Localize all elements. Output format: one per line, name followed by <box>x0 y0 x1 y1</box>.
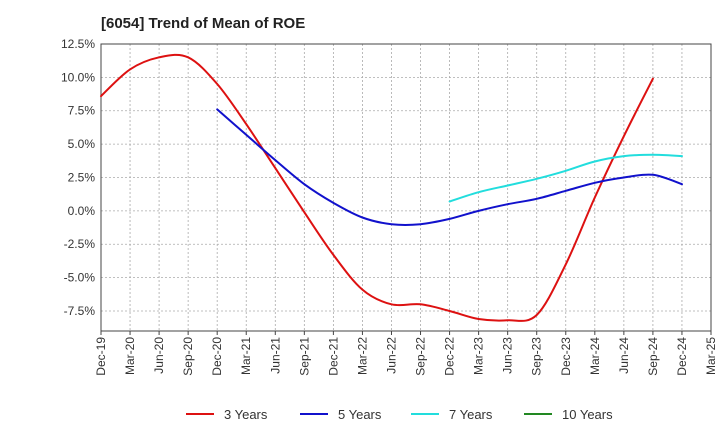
x-tick-label: Mar-25 <box>704 337 718 375</box>
x-tick-label: Mar-24 <box>588 337 602 375</box>
y-tick-label: 12.5% <box>61 37 95 51</box>
x-tick-label: Sep-20 <box>181 337 195 376</box>
legend-label: 10 Years <box>562 407 613 422</box>
x-tick-label: Jun-24 <box>617 337 631 374</box>
x-tick-label: Dec-21 <box>326 337 340 376</box>
series-line-5-years <box>216 108 683 226</box>
x-tick-label: Sep-21 <box>297 337 311 376</box>
x-tick-label: Jun-20 <box>152 337 166 374</box>
series-line-3-years <box>100 53 654 322</box>
y-tick-label: 2.5% <box>68 170 96 184</box>
grid <box>101 43 711 331</box>
legend-label: 7 Years <box>449 407 493 422</box>
series <box>100 53 683 322</box>
y-tick-label: -5.0% <box>64 271 96 285</box>
x-tick-label: Mar-22 <box>355 337 369 375</box>
y-axis: 12.5% 10.0% 7.5% 5.0% 2.5% 0.0% -2.5% -5.0% -7.5… <box>61 37 95 318</box>
legend-label: 3 Years <box>224 407 268 422</box>
x-tick-label: Sep-23 <box>530 337 544 376</box>
x-tick-label: Jun-23 <box>501 337 515 374</box>
x-tick-label: Dec-23 <box>559 337 573 376</box>
plot-area <box>100 43 712 332</box>
y-tick-label: -2.5% <box>64 237 96 251</box>
chart-title: [6054] Trend of Mean of ROE <box>101 15 305 32</box>
y-tick-label: -7.5% <box>64 304 96 318</box>
x-tick-label: Dec-24 <box>675 337 689 376</box>
x-tick-label: Mar-21 <box>239 337 253 375</box>
x-tick-label: Mar-23 <box>472 337 486 375</box>
y-tick-label: 7.5% <box>68 104 96 118</box>
series-line-7-years <box>448 153 683 203</box>
x-tick-label: Jun-22 <box>384 337 398 374</box>
x-tick-label: Mar-20 <box>123 337 137 375</box>
x-axis: Dec-19 Mar-20 Jun-20 Sep-20 Dec-20 Mar-21 Jun-… <box>94 331 718 376</box>
legend: 3 Years 5 Years 7 Years 10 Years <box>186 407 613 422</box>
y-tick-label: 5.0% <box>68 137 96 151</box>
x-tick-label: Dec-22 <box>443 337 457 376</box>
x-tick-label: Sep-22 <box>414 337 428 376</box>
y-tick-label: 10.0% <box>61 70 95 84</box>
x-tick-label: Jun-21 <box>268 337 282 374</box>
legend-label: 5 Years <box>338 407 382 422</box>
x-tick-label: Dec-19 <box>94 337 108 376</box>
y-tick-label: 0.0% <box>68 204 96 218</box>
x-tick-label: Dec-20 <box>210 337 224 376</box>
x-tick-label: Sep-24 <box>646 337 660 376</box>
